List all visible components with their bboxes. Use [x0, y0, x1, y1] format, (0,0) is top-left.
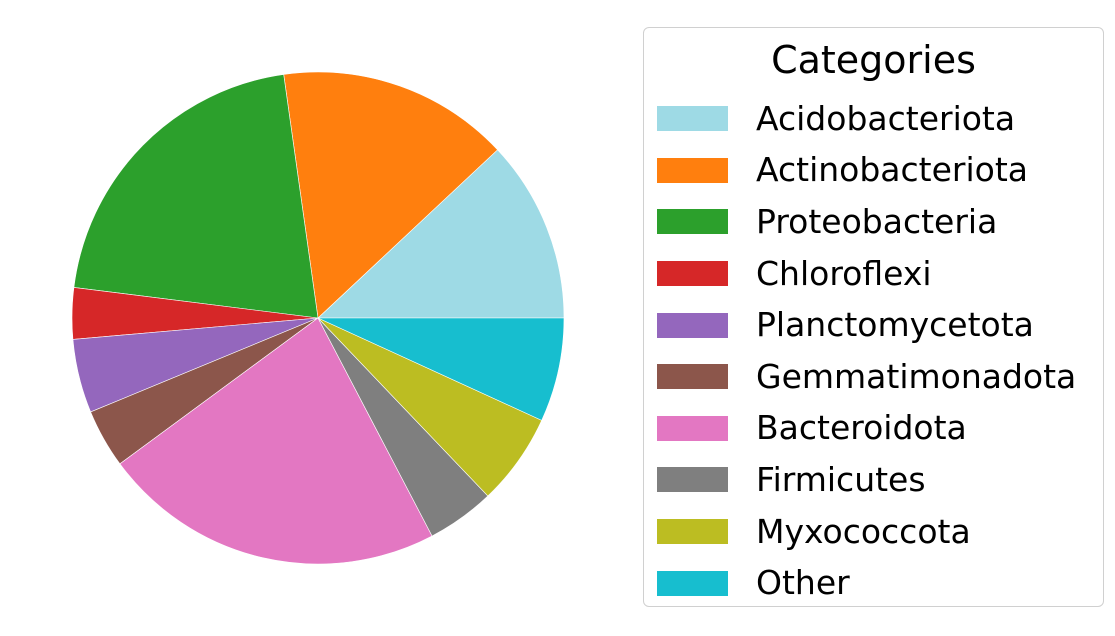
- legend: Categories Acidobacteriota Actinobacterio…: [643, 27, 1104, 607]
- pie-slice-acidobacteriota: [317, 149, 565, 319]
- legend-item-acidobacteriota: Acidobacteriota: [657, 93, 1076, 145]
- legend-label: Actinobacteriota: [756, 150, 1028, 190]
- legend-swatch: [657, 209, 728, 235]
- legend-label: Myxococcota: [756, 511, 971, 551]
- legend-swatch: [657, 519, 728, 545]
- legend-item-actinobacteriota: Actinobacteriota: [657, 145, 1076, 197]
- legend-item-proteobacteria: Proteobacteria: [657, 196, 1076, 248]
- legend-item-myxococcota: Myxococcota: [657, 506, 1076, 558]
- legend-title: Categories: [771, 38, 976, 82]
- legend-swatch: [657, 570, 728, 596]
- pie-slice-bacteroidota: [119, 317, 433, 565]
- legend-item-planctomycetota: Planctomycetota: [657, 299, 1076, 351]
- legend-swatch: [657, 157, 728, 183]
- legend-label: Bacteroidota: [756, 408, 967, 448]
- legend-label: Chloroflexi: [756, 253, 932, 293]
- legend-label: Acidobacteriota: [756, 98, 1016, 138]
- pie-chart: [71, 71, 565, 565]
- pie-slice-actinobacteriota: [283, 71, 498, 319]
- legend-item-gemmatimonadota: Gemmatimonadota: [657, 351, 1076, 403]
- legend-swatch: [657, 467, 728, 493]
- legend-swatch: [657, 415, 728, 441]
- legend-label: Gemmatimonadota: [756, 356, 1077, 396]
- legend-item-firmicutes: Firmicutes: [657, 454, 1076, 506]
- legend-swatch: [657, 261, 728, 287]
- legend-swatch: [657, 312, 728, 338]
- legend-item-other: Other: [657, 557, 1076, 609]
- legend-swatch: [657, 106, 728, 132]
- legend-items: Acidobacteriota Actinobacteriota Proteobac…: [657, 93, 1076, 609]
- legend-label: Firmicutes: [756, 459, 926, 499]
- legend-label: Proteobacteria: [756, 201, 998, 241]
- legend-item-chloroflexi: Chloroflexi: [657, 248, 1076, 300]
- legend-label: Planctomycetota: [756, 305, 1034, 345]
- pie-svg: [71, 71, 565, 565]
- pie-slice-other: [317, 317, 565, 421]
- legend-item-bacteroidota: Bacteroidota: [657, 403, 1076, 455]
- legend-label: Other: [756, 563, 850, 603]
- pie-slice-proteobacteria: [73, 74, 319, 319]
- legend-swatch: [657, 364, 728, 390]
